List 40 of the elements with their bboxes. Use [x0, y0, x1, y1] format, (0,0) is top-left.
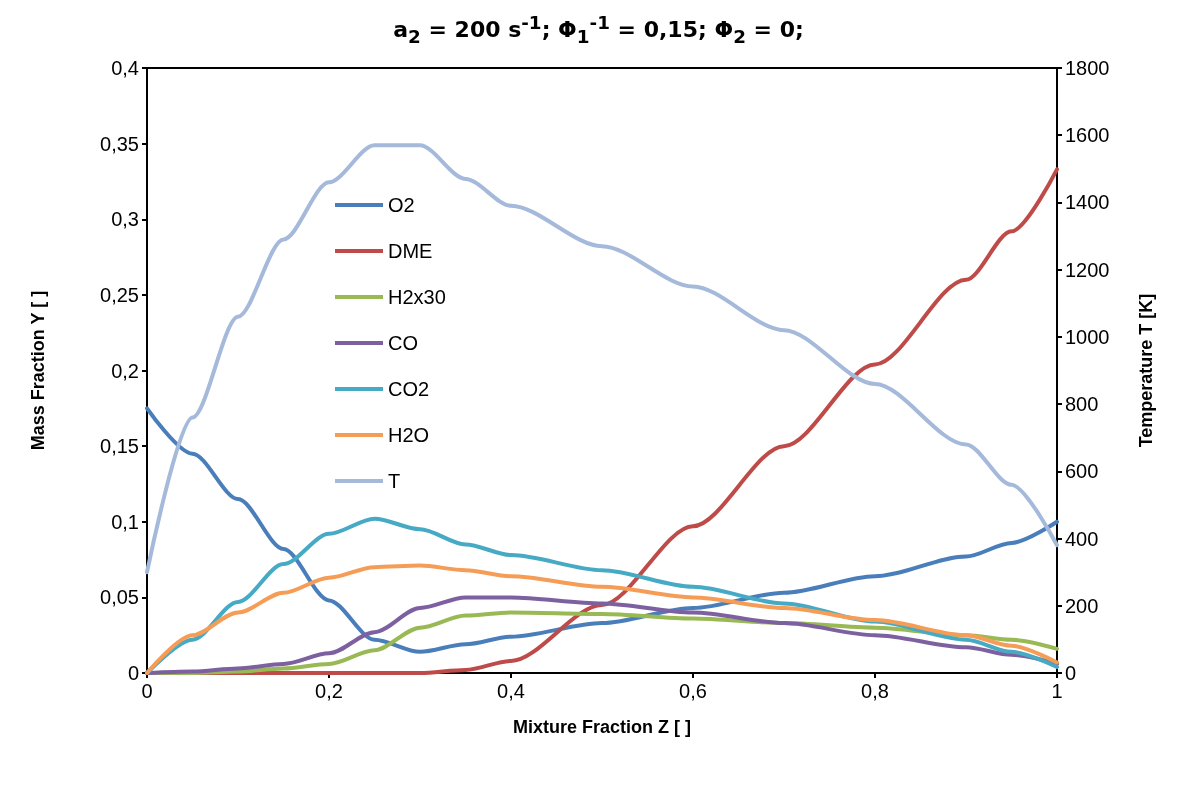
- legend-label: H2O: [388, 424, 430, 446]
- legend-label: DME: [388, 240, 433, 262]
- x-tick-label: 1: [1051, 680, 1063, 702]
- legend-label: H2x30: [388, 286, 446, 308]
- y-tick-label: 0,15: [100, 435, 139, 458]
- y2-axis-title: Temperature T [K]: [1136, 293, 1156, 448]
- x-axis-title: Mixture Fraction Z [ ]: [512, 717, 692, 737]
- y-tick-label: 0,4: [111, 57, 139, 79]
- x-tick-label: 0,8: [861, 680, 889, 702]
- y2-tick-label: 1800: [1065, 57, 1110, 79]
- y2-tick-label: 600: [1065, 460, 1099, 483]
- y2-tick-label: 0: [1065, 662, 1077, 684]
- y-tick-label: 0,3: [111, 208, 139, 231]
- y2-tick-label: 1000: [1065, 325, 1110, 348]
- y2-tick-label: 400: [1065, 527, 1099, 550]
- line-series: [145, 563, 1059, 675]
- y2-tick-label: 800: [1065, 393, 1099, 416]
- legend-label: CO2: [388, 378, 430, 400]
- y2-tick-label: 1600: [1065, 124, 1110, 147]
- y2-tick-label: 1400: [1065, 191, 1110, 214]
- legend-label: T: [388, 470, 401, 492]
- y-tick-label: 0: [127, 662, 139, 684]
- y-tick-label: 0,1: [111, 510, 139, 533]
- y2-tick-label: 1200: [1065, 258, 1110, 281]
- y-tick-label: 0,35: [100, 132, 139, 155]
- legend-label: O2: [388, 194, 415, 216]
- line-series: [145, 143, 1059, 575]
- y-axis-title: Mass Fraction Y [ ]: [28, 290, 48, 451]
- x-tick-label: 0,4: [497, 680, 525, 702]
- y-tick-label: 0,25: [100, 283, 139, 306]
- y-tick-label: 0,2: [111, 359, 139, 382]
- x-tick-label: 0,6: [679, 680, 707, 702]
- y2-tick-label: 200: [1065, 594, 1099, 617]
- line-series: [145, 406, 1059, 654]
- chart-title: a$_{2}$ = 200 s$^{-1}$; Φ$_{1}$$^{-1}$ = 0,15; Φ$_{2}$ = 0;: [393, 12, 804, 47]
- y-tick-label: 0,05: [100, 586, 139, 609]
- line-series: [145, 595, 1059, 675]
- x-tick-label: 0,2: [315, 680, 343, 702]
- legend-label: CO: [388, 332, 418, 354]
- x-tick-label: 0: [141, 680, 153, 702]
